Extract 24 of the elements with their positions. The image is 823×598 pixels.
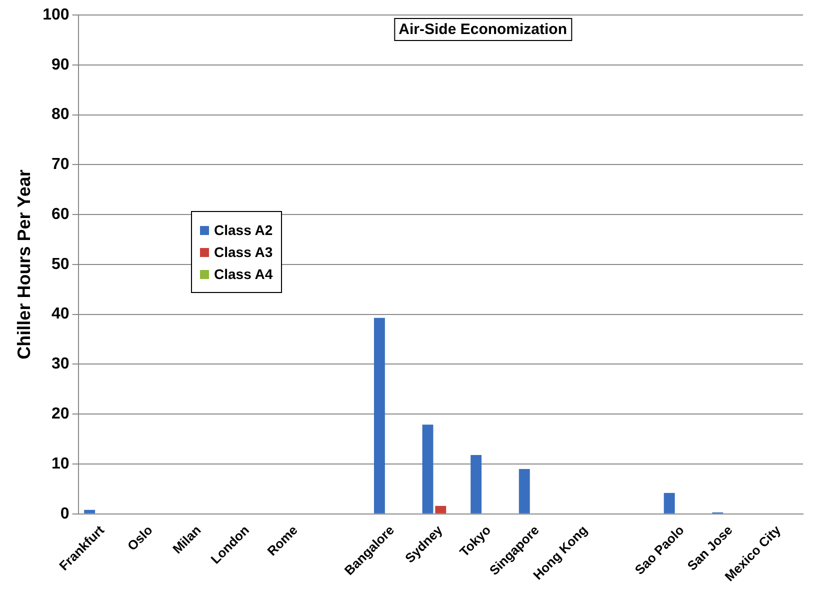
y-tick-label: 60 — [52, 206, 70, 223]
bar — [422, 424, 434, 514]
y-tick-label: 30 — [52, 356, 70, 373]
legend-label: Class A4 — [214, 266, 273, 282]
y-tick-label: 50 — [52, 256, 70, 273]
y-tick-label: 0 — [60, 505, 70, 522]
x-tick-label: Oslo — [124, 522, 156, 554]
y-tick-label: 70 — [52, 156, 70, 174]
bar — [664, 492, 675, 514]
chart-title: Air-Side Economization — [394, 18, 572, 41]
y-axis-title: Chiller Hours Per Year — [14, 170, 34, 360]
y-tick-label: 100 — [42, 6, 70, 24]
bar — [518, 468, 530, 514]
y-tick-label: 10 — [52, 455, 70, 472]
y-tick-label: 80 — [52, 106, 70, 124]
bar — [84, 510, 96, 514]
legend-label: Class A2 — [214, 222, 273, 238]
bar — [435, 506, 446, 514]
y-tick-label: 90 — [52, 56, 70, 74]
legend-label: Class A3 — [214, 244, 273, 260]
bar — [470, 455, 482, 514]
bar — [374, 318, 385, 514]
y-tick-label: 40 — [52, 306, 70, 323]
y-tick-label: 20 — [52, 406, 70, 423]
